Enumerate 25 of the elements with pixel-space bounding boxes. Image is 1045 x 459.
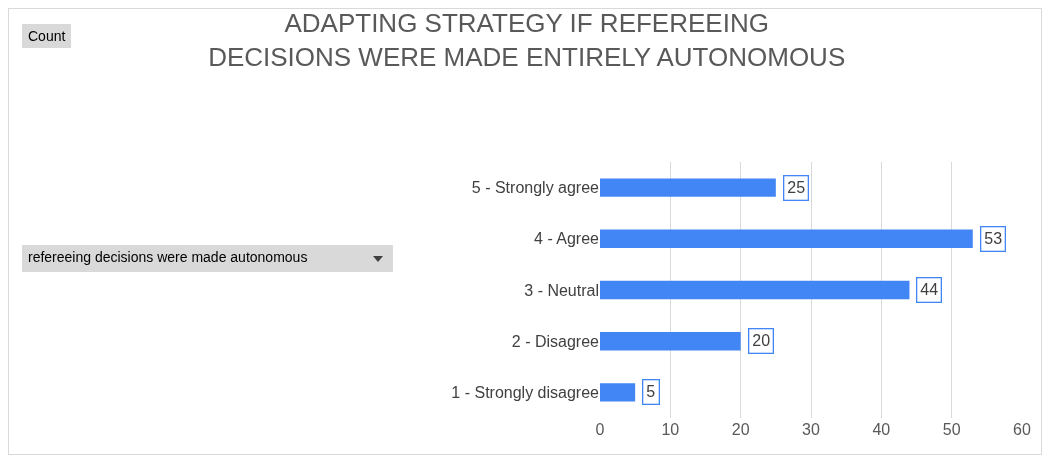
x-tick-label: 60	[1013, 421, 1031, 438]
data-label: 20	[752, 332, 771, 350]
chart-title: ADAPTING STRATEGY IF REFEREEING DECISIONS WERE MADE ENTIRELY AUTONOMOUS	[208, 8, 846, 72]
filter-dropdown: refereeing decisions were made autonomous	[22, 245, 393, 272]
y-tick-label: 5 - Strongly agree	[471, 179, 600, 197]
y-tick-label: 1 - Strongly disagree	[451, 384, 600, 401]
data-label: 5	[646, 383, 656, 401]
data-label: 25	[787, 179, 806, 197]
bar	[600, 178, 776, 197]
y-tick-label: 3 - Neutral	[524, 281, 599, 299]
x-tick-label: 50	[942, 421, 961, 438]
y-tick-label: 4 - Agree	[534, 230, 600, 248]
x-tick-label: 40	[872, 421, 891, 438]
y-tick-label: 2 - Disagree	[511, 332, 600, 350]
data-label: 53	[984, 230, 1003, 248]
bar	[600, 229, 973, 249]
x-tick-label: 20	[731, 421, 750, 438]
bar	[600, 383, 636, 402]
x-tick-label: 10	[661, 421, 680, 438]
x-tick-label: 30	[802, 421, 820, 438]
x-tick-label: 0	[595, 421, 605, 438]
data-label: 44	[920, 281, 939, 299]
bar	[600, 280, 910, 300]
field-button: Count	[22, 24, 72, 48]
bar	[600, 331, 741, 351]
